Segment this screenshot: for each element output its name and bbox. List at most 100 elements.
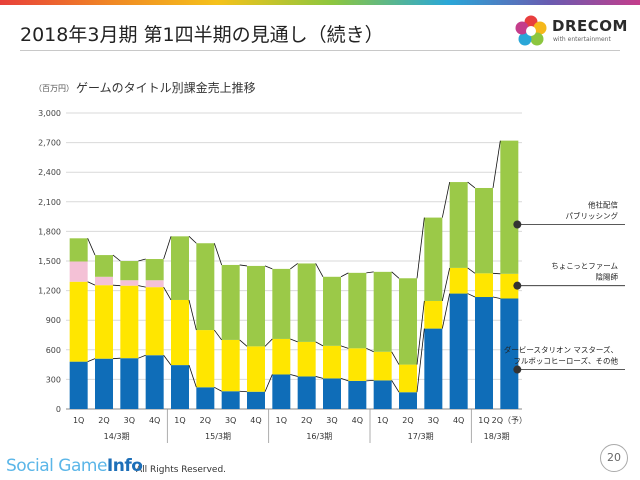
series-connector-line (391, 380, 400, 393)
fiscal-year-label: 17/3期 (408, 432, 434, 441)
x-tick-label: 3Q (225, 416, 236, 425)
bar-segment (500, 140, 519, 274)
y-tick-label: 2,400 (38, 168, 61, 177)
series-connector-line (315, 341, 324, 347)
bar-segment (348, 272, 367, 349)
bar-segment (120, 358, 139, 409)
series-connector-line (340, 272, 349, 278)
bar-segment (171, 365, 189, 409)
y-tick-label: 300 (46, 375, 61, 384)
x-tick-label: 1Q (478, 416, 489, 425)
header-rainbow-bar (0, 0, 640, 5)
bar-segment (449, 293, 468, 409)
bar-segment (500, 298, 519, 409)
series-connector-line (416, 300, 425, 365)
logo-text: DRECOM (552, 17, 628, 35)
fiscal-year-label: 18/3期 (484, 432, 510, 441)
series-connector-line (340, 378, 349, 382)
bar-segment (247, 265, 265, 347)
bar-segment (221, 264, 240, 340)
bar-segment (221, 339, 240, 392)
x-tick-label: 4Q (149, 416, 160, 425)
y-tick-label: 600 (46, 346, 61, 355)
bar-segment (95, 285, 113, 359)
bar-segment (120, 280, 139, 286)
bar-segment (272, 268, 291, 339)
legend-marker (513, 365, 522, 374)
series-connector-line (163, 236, 172, 260)
bar-segment (247, 391, 265, 409)
x-tick-label: 2Q (98, 416, 109, 425)
drecom-flower-icon (515, 15, 547, 46)
title-divider (20, 50, 620, 51)
x-tick-label: 4Q (352, 416, 363, 425)
x-tick-label: 2Q（予） (492, 416, 527, 425)
fiscal-year-label: 16/3期 (306, 432, 332, 441)
bar-segment (196, 243, 215, 331)
series-connector-line (188, 364, 197, 388)
bar-segment (69, 261, 88, 282)
fiscal-year-label: 14/3期 (104, 432, 130, 441)
bar-segment (348, 380, 367, 409)
bar-segment (373, 380, 392, 409)
bar-segment (247, 346, 265, 392)
bar-segment (145, 280, 164, 288)
x-tick-label: 2Q (402, 416, 413, 425)
series-connector-line (213, 243, 223, 266)
bar-segment (399, 364, 417, 393)
series-connector-line (138, 285, 146, 288)
bar-segment (424, 300, 443, 329)
series-connector-line (467, 181, 476, 189)
series-connector-line (188, 236, 197, 244)
watermark-text: Social Game (6, 456, 107, 476)
bar-segment (171, 299, 189, 366)
y-tick-label: 1,500 (38, 257, 61, 266)
bar-segment (95, 358, 113, 409)
x-tick-label: 4Q (250, 416, 261, 425)
series-connector-line (290, 263, 298, 270)
bar-segment (272, 338, 291, 375)
y-tick-label: 1,200 (38, 287, 61, 296)
series-connector-line (87, 358, 96, 363)
bar-segment (69, 281, 88, 362)
series-connector-line (340, 345, 349, 349)
series-connector-line (366, 271, 374, 274)
bar-segment (221, 391, 240, 409)
x-tick-label: 3Q (124, 416, 135, 425)
x-tick-label: 1Q (174, 416, 185, 425)
watermark: Social GameInfo (6, 456, 143, 476)
series-connector-line (214, 329, 222, 341)
legend-label: 陰陽師 (596, 272, 619, 282)
series-connector-line (163, 354, 172, 366)
bar-segment (297, 263, 316, 342)
bar-segment (145, 287, 164, 356)
series-connector-line (290, 338, 298, 343)
series-connector-line (492, 140, 501, 189)
bar-segment (196, 330, 215, 388)
series-connector-line (391, 351, 400, 365)
bar-segment (120, 261, 139, 281)
series-connector-line (441, 181, 451, 218)
bar-segment (171, 236, 189, 300)
bar-segment (475, 187, 493, 274)
series-connector-line (290, 374, 298, 377)
page-number: 20 (607, 451, 621, 464)
bar-segment (95, 276, 113, 286)
bar-segment (424, 328, 443, 409)
legend-label: 他社配信 (588, 199, 618, 209)
bar-segment (373, 351, 392, 381)
copyright-text: All Rights Reserved. (136, 465, 227, 475)
legend-label: フルボッコヒーローズ、その他 (513, 356, 618, 366)
series-connector-line (264, 374, 273, 392)
bar-segment (449, 182, 468, 268)
bar-segment (399, 392, 417, 409)
series-connector-line (188, 299, 197, 331)
x-tick-label: 1Q (73, 416, 84, 425)
x-tick-label: 4Q (453, 416, 464, 425)
series-connector-line (239, 264, 248, 267)
x-tick-label: 3Q (428, 416, 439, 425)
series-connector-line (366, 347, 374, 353)
series-connector-line (87, 238, 96, 256)
series-connector-line (441, 267, 451, 302)
series-connector-line (492, 296, 501, 299)
